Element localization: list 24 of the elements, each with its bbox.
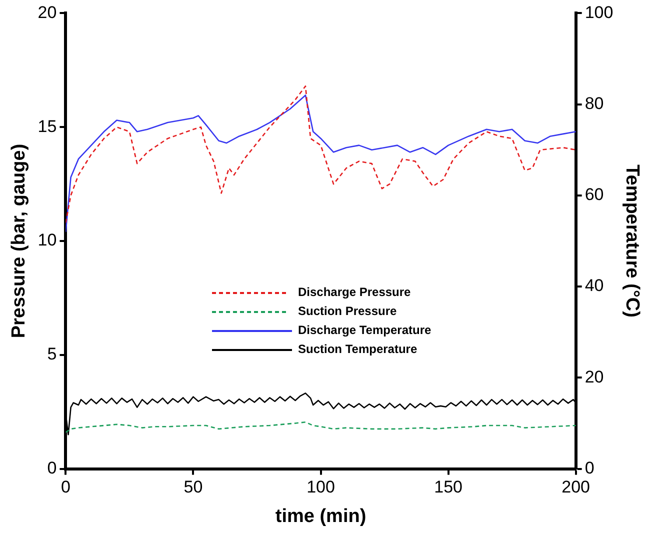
- line-series: [66, 421, 576, 433]
- y2-axis-title: Temperature (°C): [621, 164, 642, 318]
- y2-tick-label: 40: [584, 276, 604, 296]
- legend-label: Discharge Temperature: [298, 322, 432, 339]
- y-tick-label: 10: [38, 230, 57, 250]
- x-tick-label: 0: [60, 478, 70, 497]
- y-tick-label: 15: [38, 116, 57, 136]
- y-tick-label: 0: [47, 458, 57, 478]
- legend-label: Discharge Pressure: [298, 284, 411, 301]
- y-axis-title: Pressure (bar, gauge): [8, 144, 30, 338]
- x-tick-label: 200: [562, 478, 590, 497]
- y2-tick-label: 80: [584, 94, 604, 114]
- y-tick-label: 20: [38, 2, 57, 22]
- legend-label: Suction Temperature: [298, 341, 418, 358]
- x-tick-label: 150: [434, 478, 462, 497]
- y2-tick-label: 100: [584, 2, 614, 22]
- x-tick-label: 50: [184, 478, 203, 497]
- y2-tick-label: 0: [584, 458, 594, 478]
- y2-tick-label: 20: [584, 367, 604, 386]
- y2-tick-label: 60: [584, 185, 604, 204]
- y-tick-label: 5: [47, 344, 57, 364]
- x-axis-title: time (min): [275, 506, 366, 527]
- x-tick-label: 100: [306, 478, 335, 497]
- legend-label: Suction Pressure: [298, 303, 397, 320]
